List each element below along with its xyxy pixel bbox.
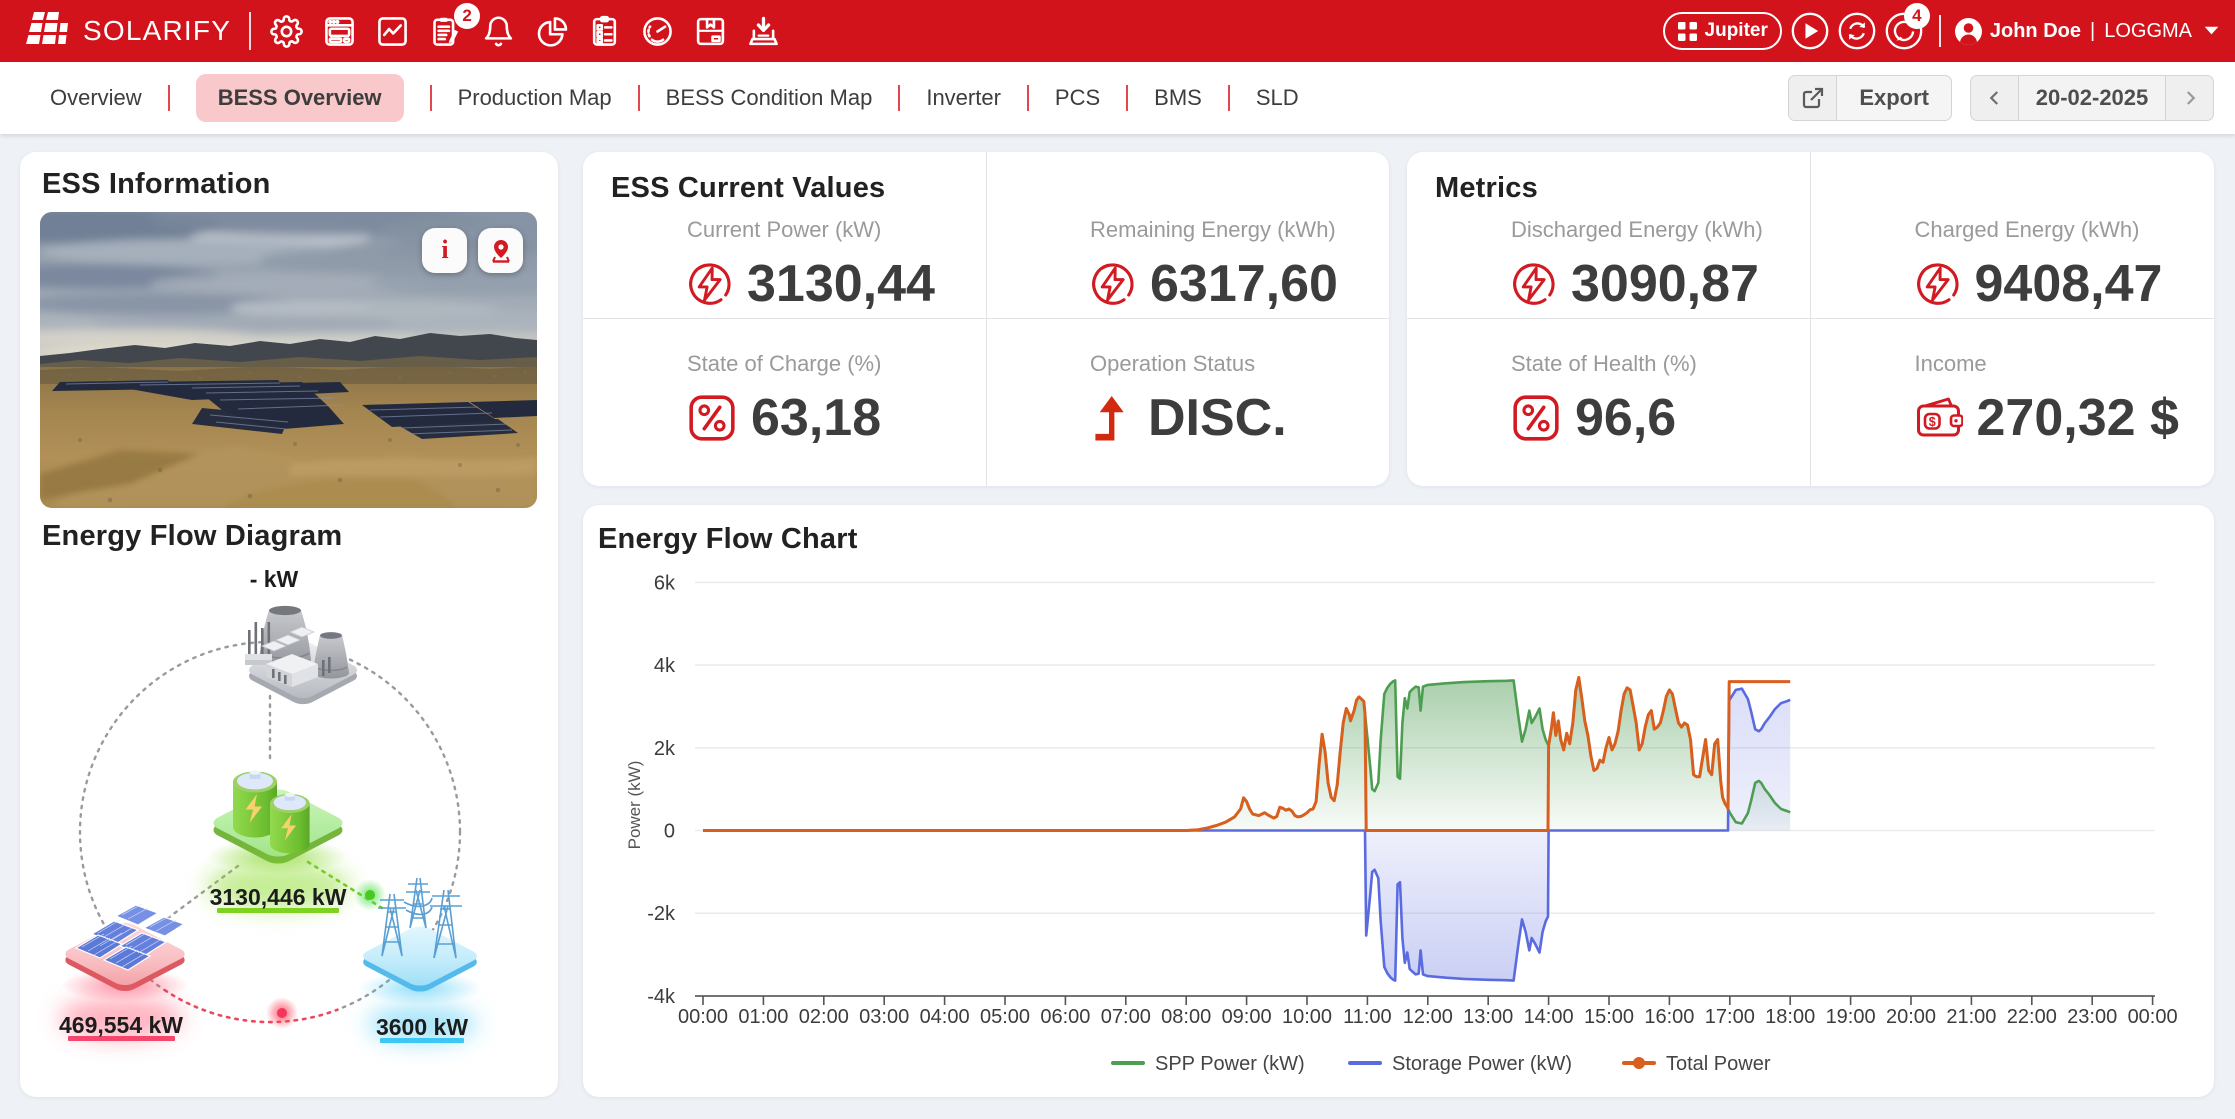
svg-text:04:00: 04:00 <box>920 1006 970 1028</box>
svg-text:SPP Power (kW): SPP Power (kW) <box>1155 1053 1305 1075</box>
svg-text:Total Power: Total Power <box>1666 1053 1771 1075</box>
svg-text:13:00: 13:00 <box>1463 1006 1513 1028</box>
svg-text:-2k: -2k <box>647 903 676 925</box>
svg-text:02:00: 02:00 <box>799 1006 849 1028</box>
svg-text:00:00: 00:00 <box>678 1006 728 1028</box>
svg-text:14:00: 14:00 <box>1524 1006 1574 1028</box>
svg-text:12:00: 12:00 <box>1403 1006 1453 1028</box>
svg-text:01:00: 01:00 <box>738 1006 788 1028</box>
svg-text:0: 0 <box>664 821 675 843</box>
svg-text:Storage Power (kW): Storage Power (kW) <box>1392 1053 1572 1075</box>
svg-text:16:00: 16:00 <box>1644 1006 1694 1028</box>
svg-text:07:00: 07:00 <box>1101 1006 1151 1028</box>
svg-text:08:00: 08:00 <box>1161 1006 1211 1028</box>
svg-text:03:00: 03:00 <box>859 1006 909 1028</box>
svg-text:15:00: 15:00 <box>1584 1006 1634 1028</box>
svg-text:19:00: 19:00 <box>1826 1006 1876 1028</box>
svg-text:3130,446 kW: 3130,446 kW <box>210 884 347 910</box>
svg-text:18:00: 18:00 <box>1765 1006 1815 1028</box>
svg-text:22:00: 22:00 <box>2007 1006 2057 1028</box>
svg-text:06:00: 06:00 <box>1040 1006 1090 1028</box>
svg-text:- kW: - kW <box>250 566 299 592</box>
svg-text:i: i <box>441 239 448 263</box>
svg-text:6k: 6k <box>654 572 676 594</box>
svg-text:469,554 kW: 469,554 kW <box>59 1012 183 1038</box>
svg-text:2k: 2k <box>654 738 676 760</box>
svg-text:4k: 4k <box>654 655 676 677</box>
svg-text:$: $ <box>1928 415 1935 429</box>
svg-text:00:00: 00:00 <box>2128 1006 2178 1028</box>
svg-text:10:00: 10:00 <box>1282 1006 1332 1028</box>
svg-text:23:00: 23:00 <box>2067 1006 2117 1028</box>
svg-text:Power (kW): Power (kW) <box>625 761 644 850</box>
svg-text:17:00: 17:00 <box>1705 1006 1755 1028</box>
svg-text:05:00: 05:00 <box>980 1006 1030 1028</box>
svg-text:11:00: 11:00 <box>1343 1006 1392 1028</box>
svg-text:3600 kW: 3600 kW <box>376 1014 468 1040</box>
svg-text:-4k: -4k <box>647 986 676 1008</box>
svg-text:09:00: 09:00 <box>1222 1006 1272 1028</box>
svg-text:21:00: 21:00 <box>1946 1006 1996 1028</box>
svg-text:20:00: 20:00 <box>1886 1006 1936 1028</box>
